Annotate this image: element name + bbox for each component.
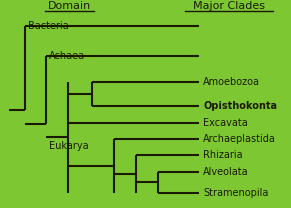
Text: Bacteria: Bacteria [28,21,69,31]
Text: Domain: Domain [48,1,91,11]
Text: Major Clades: Major Clades [193,1,265,11]
Text: Amoebozoa: Amoebozoa [203,77,260,87]
Text: Alveolata: Alveolata [203,167,249,177]
Text: Excavata: Excavata [203,118,248,128]
Text: Opisthokonta: Opisthokonta [203,100,277,110]
Text: Stramenopila: Stramenopila [203,188,269,198]
Text: Eukarya: Eukarya [49,141,88,151]
Text: Achaea: Achaea [49,51,85,61]
Text: Rhizaria: Rhizaria [203,150,243,160]
Text: Archaeplastida: Archaeplastida [203,134,276,144]
